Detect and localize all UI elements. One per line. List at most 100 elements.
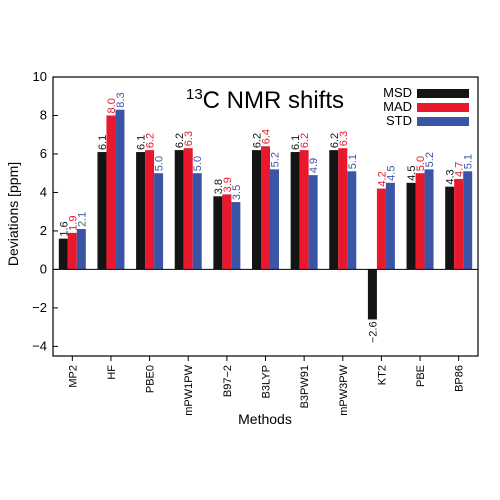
bar-std-7	[347, 171, 357, 270]
x-tick-label-4: B97−2	[222, 365, 234, 397]
data-label-std-0: 2.1	[76, 212, 88, 227]
data-label-msd-7: 6.2	[329, 133, 341, 148]
bar-std-1	[115, 109, 125, 270]
x-tick-label-8: KT2	[376, 365, 388, 385]
data-label-mad-8: 4.2	[376, 171, 388, 186]
chart-title: 13C NMR shifts	[186, 86, 344, 114]
bar-msd-2	[136, 152, 146, 270]
bar-mad-6	[299, 150, 309, 270]
data-label-mad-0: 1.9	[67, 216, 79, 231]
data-label-std-8: 4.5	[385, 166, 397, 181]
data-label-msd-6: 6.1	[290, 135, 302, 150]
data-label-std-4: 3.5	[231, 185, 243, 200]
data-label-mad-10: 4.7	[454, 162, 466, 177]
legend-label-msd: MSD	[383, 85, 412, 100]
bar-std-2	[154, 173, 164, 270]
data-label-mad-6: 6.2	[299, 133, 311, 148]
x-tick-label-0: MP2	[67, 365, 79, 388]
data-label-msd-8: −2.6	[367, 321, 379, 343]
data-label-msd-4: 3.8	[213, 179, 225, 194]
bar-std-9	[424, 169, 434, 270]
data-label-mad-9: 5.0	[415, 156, 427, 171]
bar-std-4	[231, 202, 241, 270]
data-label-mad-3: 6.3	[183, 131, 195, 146]
data-label-mad-1: 8.0	[106, 98, 118, 113]
data-label-std-6: 4.9	[308, 158, 320, 173]
bar-mad-1	[106, 115, 116, 270]
y-tick-label-2: 0	[40, 261, 47, 276]
legend-label-std: STD	[386, 113, 412, 128]
bar-msd-4	[213, 196, 223, 270]
data-label-msd-0: 1.6	[58, 221, 70, 236]
bar-msd-1	[97, 152, 107, 270]
bar-std-3	[192, 173, 202, 270]
bar-std-10	[463, 171, 473, 270]
bar-mad-3	[183, 148, 193, 270]
data-label-msd-3: 6.2	[174, 133, 186, 148]
chart-title-superscript: 13	[186, 86, 203, 103]
bar-msd-8	[367, 269, 377, 320]
data-label-mad-4: 3.9	[222, 177, 234, 192]
bar-msd-6	[290, 152, 300, 270]
y-axis-label: Deviations [ppm]	[5, 162, 21, 266]
x-tick-label-6: B3PW91	[299, 365, 311, 408]
bar-mad-10	[454, 178, 464, 270]
legend-label-mad: MAD	[383, 99, 412, 114]
y-tick-label-7: 10	[33, 69, 47, 84]
data-label-msd-5: 6.2	[252, 133, 264, 148]
data-label-msd-2: 6.1	[136, 135, 148, 150]
x-axis-label: Methods	[238, 411, 292, 427]
x-tick-label-9: PBE	[415, 365, 427, 387]
data-label-std-2: 5.0	[154, 156, 166, 171]
chart-title-text: C NMR shifts	[203, 87, 344, 114]
bar-msd-10	[445, 186, 455, 270]
bar-mad-5	[261, 146, 270, 270]
bar-mad-4	[222, 194, 232, 270]
data-label-std-7: 5.1	[347, 154, 359, 169]
data-label-std-3: 5.0	[192, 156, 204, 171]
data-label-mad-7: 6.3	[338, 131, 350, 146]
bar-mad-9	[415, 173, 425, 270]
bar-mad-8	[376, 188, 386, 270]
data-label-msd-9: 4.5	[406, 166, 418, 181]
y-tick-label-1: −2	[32, 300, 47, 315]
bar-mad-0	[67, 232, 77, 270]
data-label-mad-5: 6.4	[261, 129, 273, 144]
data-label-msd-10: 4.3	[445, 169, 457, 184]
plot-area: 1.61.92.1MP26.18.08.3HF6.16.25.0PBE06.26…	[32, 69, 479, 416]
legend-swatch-msd	[417, 89, 469, 98]
y-tick-label-3: 2	[40, 223, 47, 238]
bar-std-8	[385, 182, 395, 270]
data-label-std-5: 5.2	[270, 152, 282, 167]
x-tick-label-1: HF	[106, 365, 118, 380]
data-label-mad-2: 6.2	[145, 133, 157, 148]
legend-swatch-std	[417, 117, 469, 126]
y-tick-label-5: 6	[40, 146, 47, 161]
bar-msd-0	[58, 238, 68, 270]
bar-std-0	[76, 229, 86, 270]
data-label-std-9: 5.2	[424, 152, 436, 167]
bar-mad-2	[145, 150, 155, 270]
legend-swatch-mad	[417, 103, 469, 112]
x-tick-label-5: B3LYP	[261, 365, 273, 398]
y-tick-label-6: 8	[40, 107, 47, 122]
plot-frame	[52, 76, 479, 357]
bar-mad-7	[338, 148, 348, 270]
x-tick-label-2: PBE0	[145, 365, 157, 393]
y-tick-label-0: −4	[32, 338, 47, 353]
bar-std-6	[308, 175, 318, 270]
x-tick-label-10: BP86	[454, 365, 466, 392]
y-tick-label-4: 4	[40, 184, 47, 199]
data-label-std-1: 8.3	[115, 92, 127, 107]
bar-msd-3	[174, 150, 184, 270]
bar-msd-7	[329, 150, 339, 270]
bar-msd-5	[252, 150, 261, 270]
data-label-msd-1: 6.1	[97, 135, 109, 150]
bar-std-5	[270, 169, 279, 270]
x-tick-label-7: mPW3PW	[338, 364, 350, 415]
x-tick-label-3: mPW1PW	[183, 364, 195, 415]
bar-msd-9	[406, 182, 416, 270]
data-label-std-10: 5.1	[463, 154, 475, 169]
